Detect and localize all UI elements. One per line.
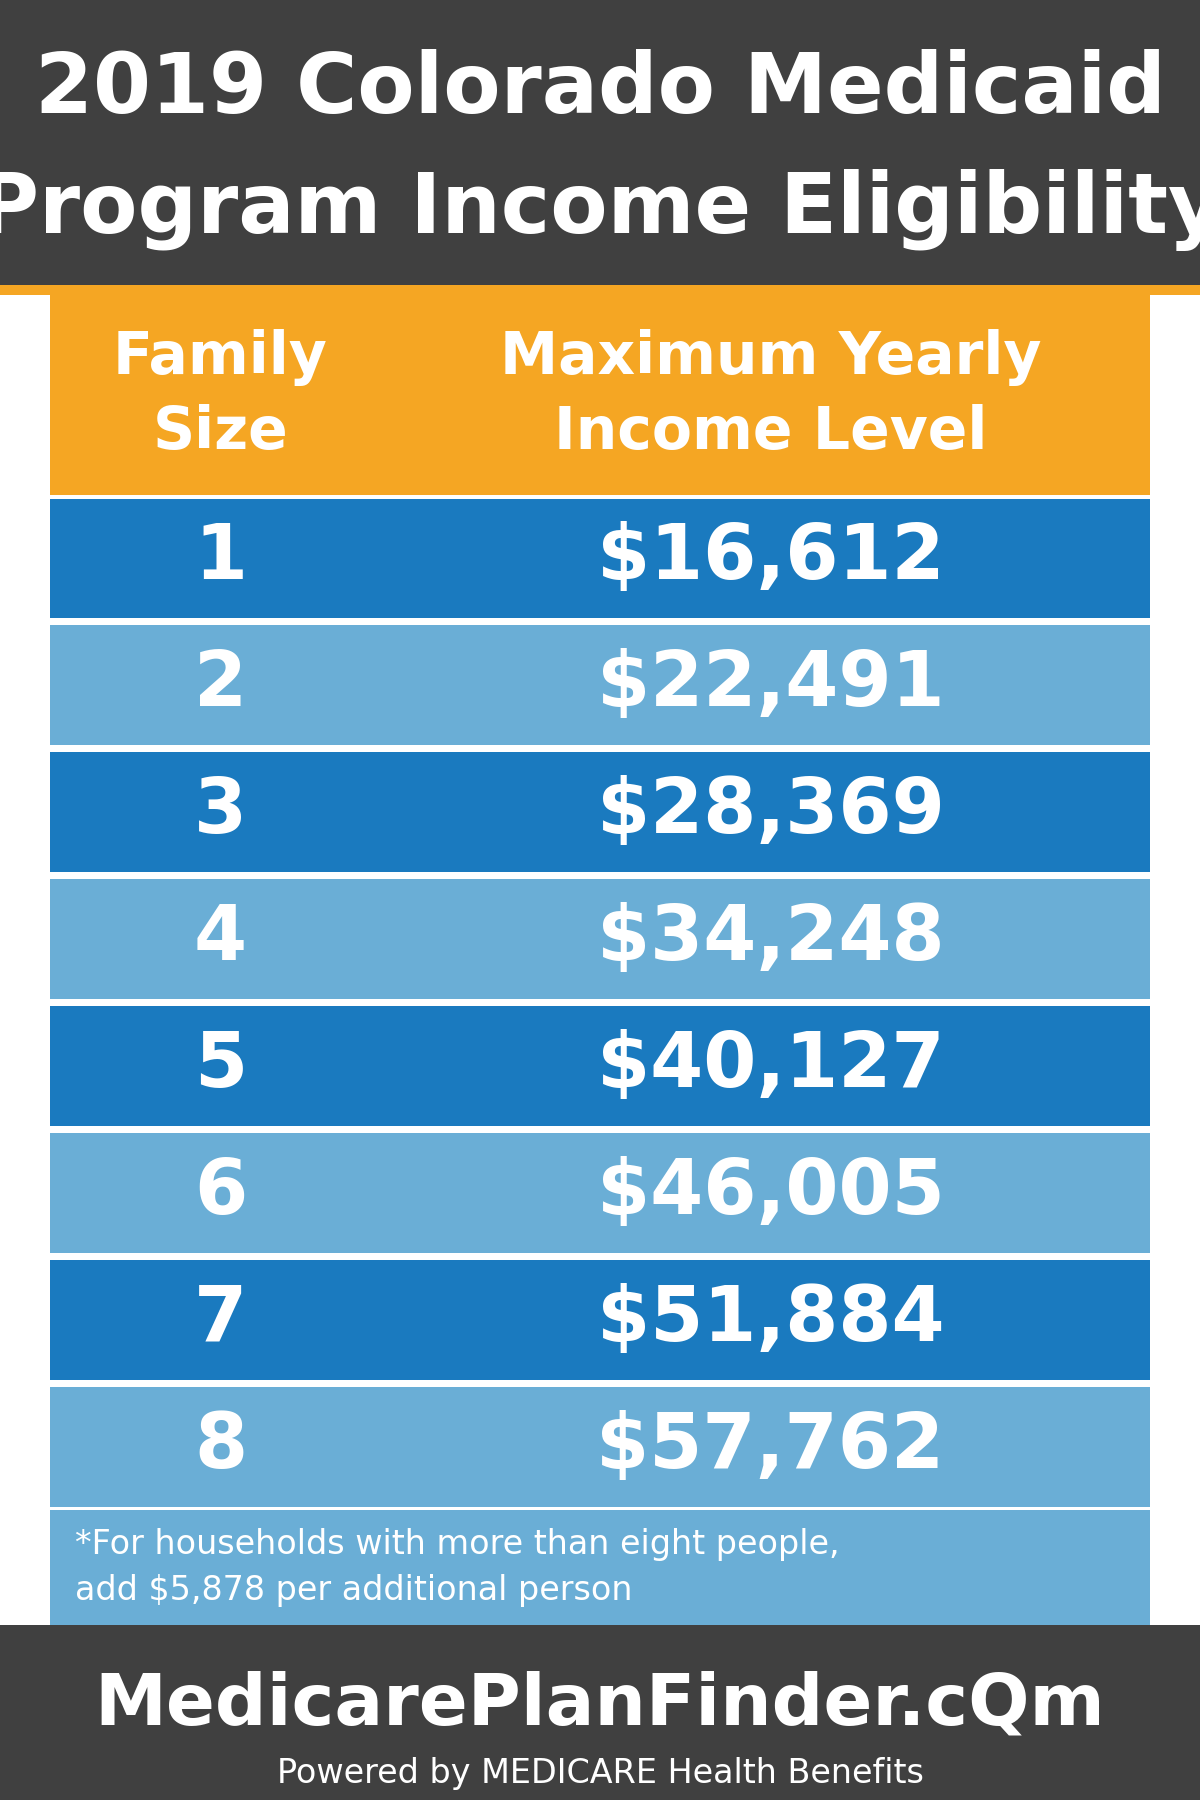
Text: Program Income Eligibility: Program Income Eligibility [0, 169, 1200, 250]
Text: $40,127: $40,127 [596, 1030, 944, 1103]
Bar [50, 1260, 1150, 1379]
Text: 7: 7 [194, 1283, 247, 1357]
Bar [50, 878, 1150, 999]
Text: 5: 5 [194, 1030, 247, 1103]
Text: MedicarePlanFinder.cQm: MedicarePlanFinder.cQm [95, 1670, 1105, 1739]
Text: Family
Size: Family Size [113, 329, 328, 461]
Bar [50, 295, 1150, 495]
Text: $46,005: $46,005 [596, 1156, 944, 1229]
Text: $34,248: $34,248 [596, 902, 944, 976]
Bar [50, 1006, 1150, 1125]
Text: 6: 6 [194, 1156, 247, 1229]
Text: 3: 3 [194, 776, 247, 850]
Bar [50, 752, 1150, 873]
Bar [50, 499, 1150, 619]
Text: *For households with more than eight people,
add $5,878 per additional person: *For households with more than eight peo… [74, 1528, 840, 1607]
Bar [0, 1625, 1200, 1800]
Text: Maximum Yearly
Income Level: Maximum Yearly Income Level [500, 329, 1042, 461]
Text: $28,369: $28,369 [596, 776, 944, 850]
Text: 2: 2 [194, 648, 247, 722]
Text: Powered by MEDICARE Health Benefits: Powered by MEDICARE Health Benefits [276, 1757, 924, 1789]
Bar [0, 284, 1200, 295]
Bar [50, 1510, 1150, 1625]
Text: $22,491: $22,491 [596, 648, 944, 722]
Text: $16,612: $16,612 [596, 522, 944, 596]
Text: 8: 8 [194, 1409, 247, 1483]
Bar [50, 1386, 1150, 1507]
Bar [50, 1132, 1150, 1253]
Text: 2019 Colorado Medicaid: 2019 Colorado Medicaid [35, 49, 1165, 131]
Text: 4: 4 [194, 902, 247, 976]
Text: 1: 1 [194, 522, 247, 596]
Bar [50, 625, 1150, 745]
Text: $51,884: $51,884 [596, 1283, 944, 1357]
Bar [0, 0, 1200, 284]
Text: $57,762: $57,762 [596, 1409, 944, 1483]
Bar [0, 284, 1200, 1625]
